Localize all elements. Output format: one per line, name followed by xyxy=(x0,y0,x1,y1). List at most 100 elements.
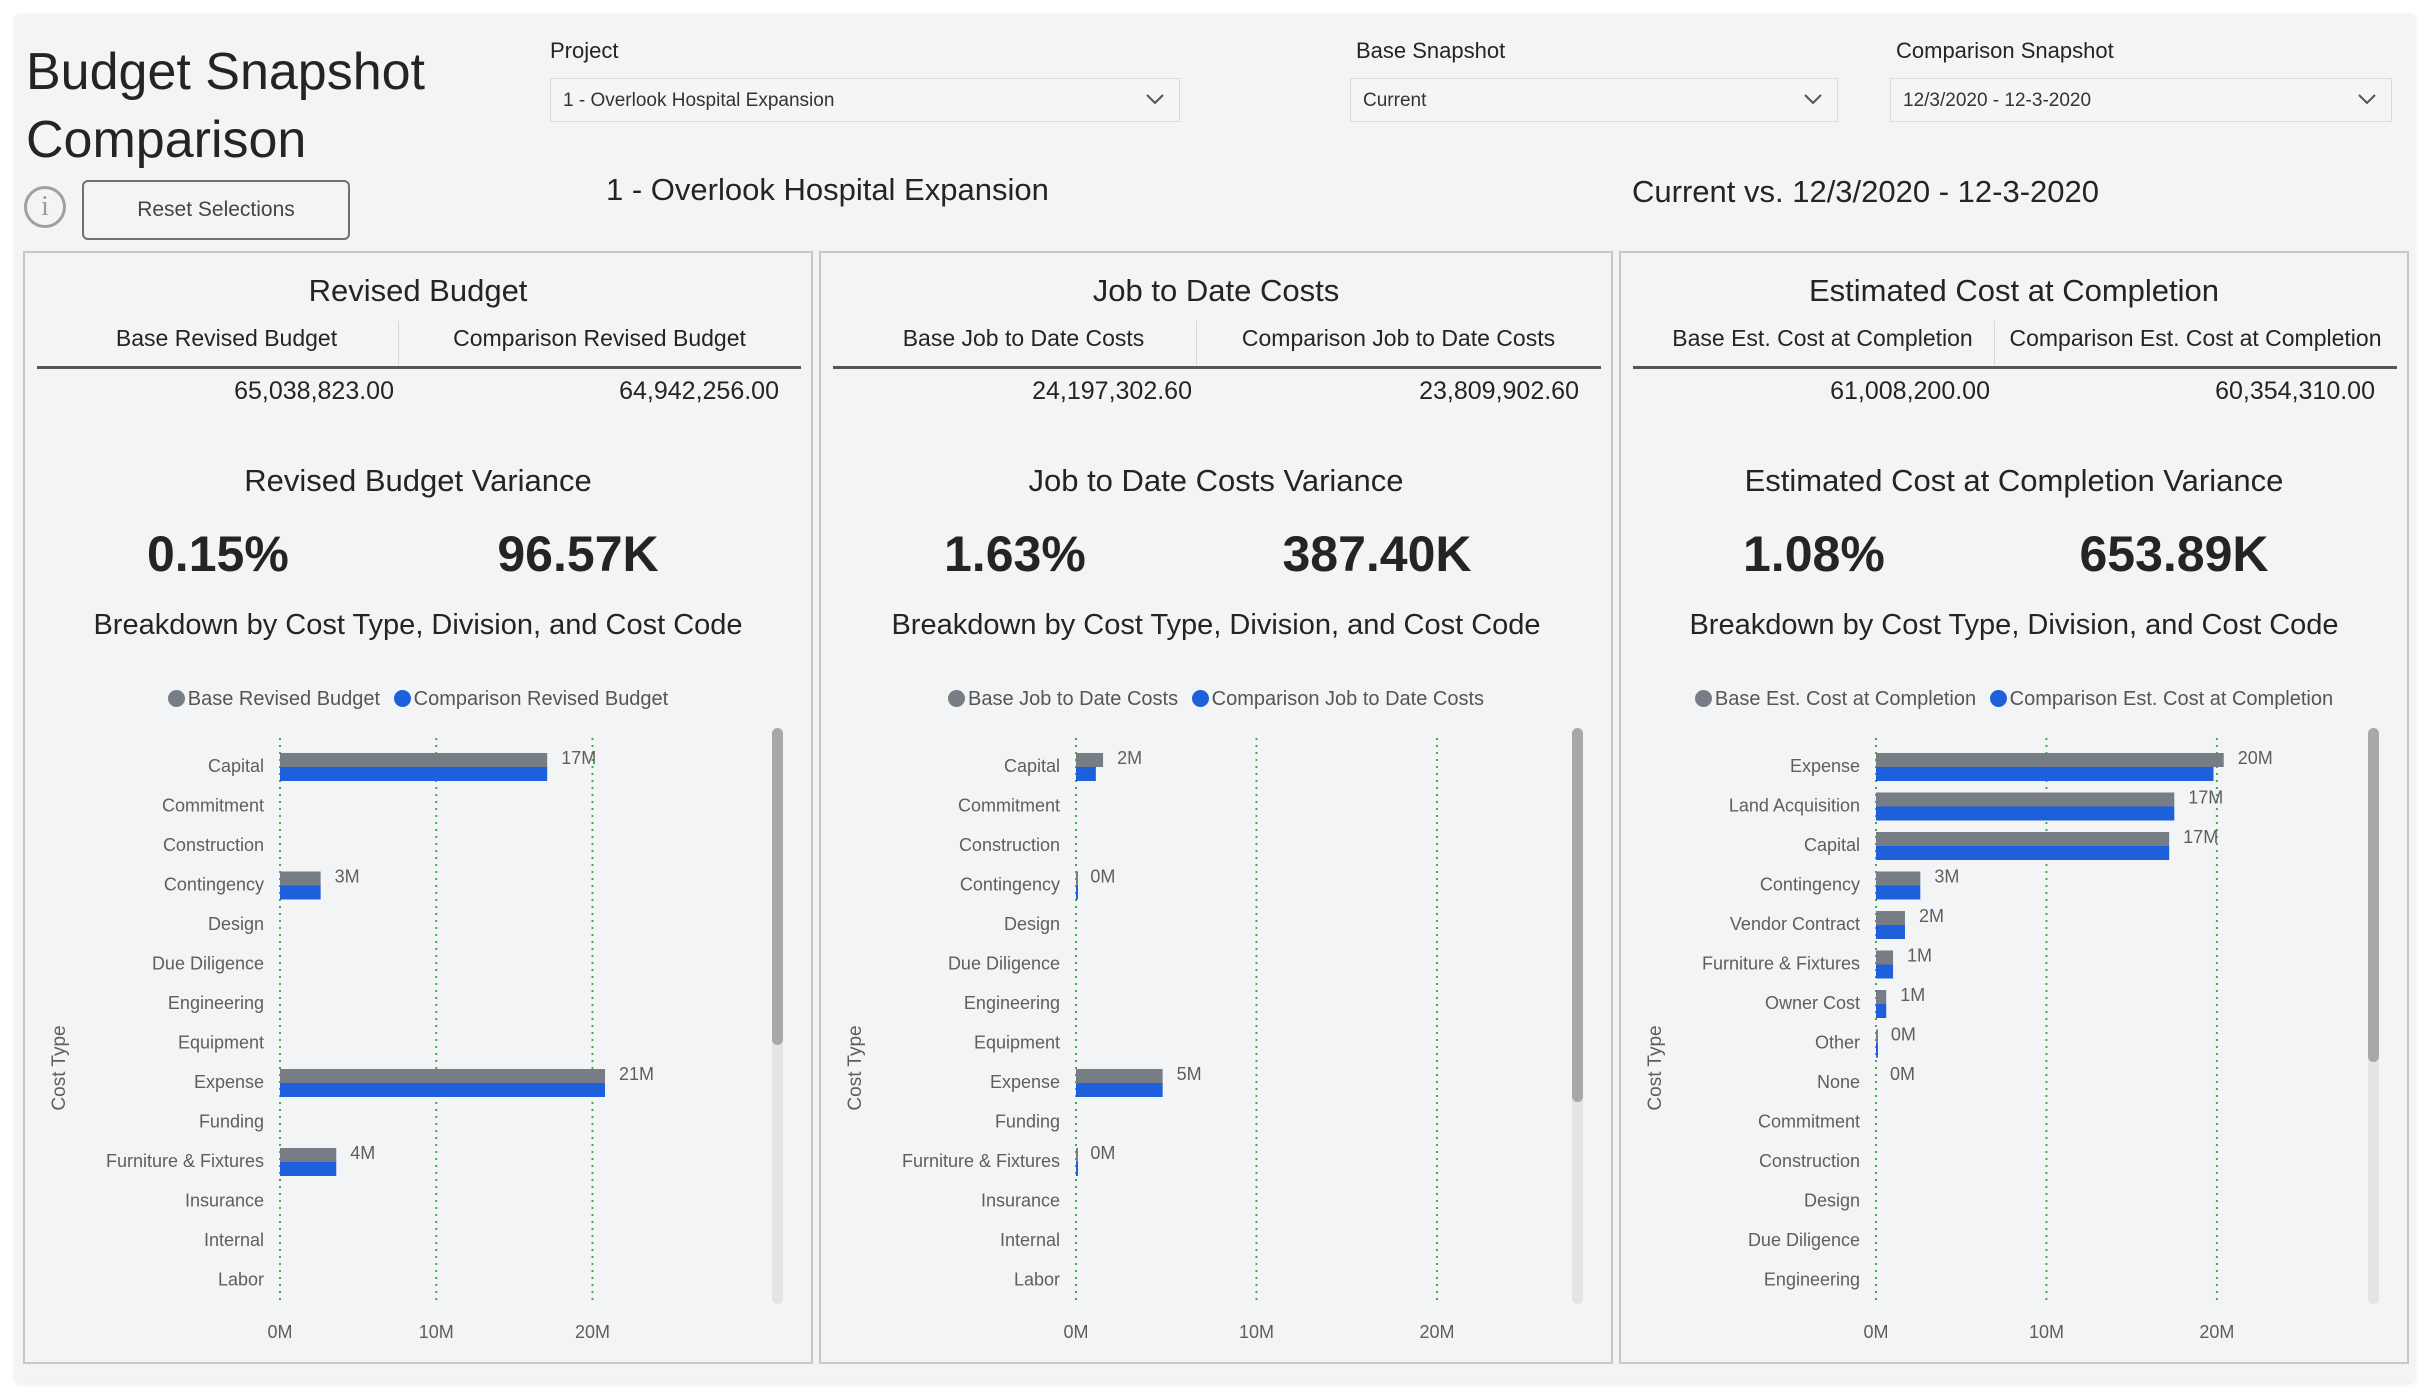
bar-base[interactable] xyxy=(1876,832,2170,846)
page-title-line2: Comparison xyxy=(26,111,307,169)
category-label: Expense xyxy=(990,1072,1060,1092)
bar-comparison[interactable] xyxy=(1876,964,1894,979)
variance-percent: 1.08% xyxy=(1743,526,1885,582)
bar-comparison[interactable] xyxy=(280,1083,605,1097)
legend-item-base[interactable]: Base Job to Date Costs xyxy=(947,688,1178,710)
bar-data-label: 17M xyxy=(2183,827,2218,847)
bar-data-label: 2M xyxy=(1117,748,1142,768)
bar-base[interactable] xyxy=(1076,1148,1078,1162)
breakdown-bar-chart: Cost Type 0M 10M 20M Capital 2M Commitment Cons… xyxy=(845,738,1454,1342)
reset-selections-button[interactable]: Reset Selections xyxy=(82,180,350,240)
y-axis-title: Cost Type xyxy=(845,1025,866,1110)
chart-scrollbar-thumb[interactable] xyxy=(2368,728,2379,1063)
legend-item-comparison[interactable]: Comparison Job to Date Costs xyxy=(1184,688,1484,710)
category-label: Contingency xyxy=(1760,875,1860,895)
bar-base[interactable] xyxy=(280,753,548,767)
bar-comparison[interactable] xyxy=(1876,846,2170,860)
bar-base[interactable] xyxy=(1076,871,1078,886)
bar-data-label: 0M xyxy=(1891,1025,1916,1045)
bar-base[interactable] xyxy=(1876,792,2175,807)
bar-data-label: 2M xyxy=(1919,906,1944,926)
bar-base[interactable] xyxy=(280,871,321,886)
snapshot-comparison-heading: Current vs. 12/3/2020 - 12-3-2020 xyxy=(1632,174,2099,209)
panel-title: Job to Date Costs xyxy=(1092,273,1340,308)
selected-project-heading: 1 - Overlook Hospital Expansion xyxy=(606,172,1049,207)
comparison-snapshot-dropdown[interactable]: 12/3/2020 - 12-3-2020 xyxy=(1890,78,2392,122)
x-tick-label: 10M xyxy=(2029,1322,2064,1342)
base-value: 61,008,200.00 xyxy=(1830,377,1990,405)
bar-base[interactable] xyxy=(1876,990,1887,1004)
bar-base[interactable] xyxy=(1076,1069,1163,1083)
bar-comparison[interactable] xyxy=(1876,806,2175,821)
variance-amount: 96.57K xyxy=(497,526,659,582)
bar-comparison[interactable] xyxy=(1876,885,1921,900)
bar-data-label: 17M xyxy=(2188,788,2223,808)
column-divider xyxy=(1196,321,1197,365)
legend-item-comparison[interactable]: Comparison Revised Budget xyxy=(386,688,669,710)
variance-title: Revised Budget Variance xyxy=(244,463,592,498)
bar-base[interactable] xyxy=(1076,753,1104,767)
category-label: Design xyxy=(1804,1191,1860,1211)
bar-base[interactable] xyxy=(1876,753,2224,767)
variance-title: Job to Date Costs Variance xyxy=(1028,463,1404,498)
page-title: Budget Snapshot Comparison xyxy=(26,38,425,174)
bar-data-label: 4M xyxy=(350,1143,375,1163)
info-icon[interactable]: i xyxy=(24,186,66,228)
category-label: Expense xyxy=(1790,756,1860,776)
category-label: Labor xyxy=(218,1270,264,1290)
category-label: Internal xyxy=(204,1230,264,1250)
chart-scrollbar-thumb[interactable] xyxy=(772,728,783,1045)
y-axis-title: Cost Type xyxy=(49,1025,70,1110)
legend-comparison-label: Comparison Job to Date Costs xyxy=(1211,688,1484,710)
category-label: Engineering xyxy=(964,993,1060,1013)
category-label: None xyxy=(1817,1072,1860,1092)
bar-data-label: 3M xyxy=(335,867,360,887)
bar-comparison[interactable] xyxy=(1876,767,2214,781)
bar-base[interactable] xyxy=(280,1148,337,1162)
legend-base-label: Base Revised Budget xyxy=(187,688,381,710)
bar-comparison[interactable] xyxy=(1076,1162,1078,1176)
variance-amount: 387.40K xyxy=(1282,526,1472,582)
bar-comparison[interactable] xyxy=(280,767,548,781)
chevron-down-icon xyxy=(1804,94,1822,105)
project-dropdown[interactable]: 1 - Overlook Hospital Expansion xyxy=(550,78,1180,122)
base-snapshot-dropdown[interactable]: Current xyxy=(1350,78,1838,122)
comparison-column-header: Comparison Job to Date Costs xyxy=(1241,325,1556,351)
bar-base[interactable] xyxy=(1876,950,1894,965)
legend-base-marker xyxy=(947,690,965,707)
bar-comparison[interactable] xyxy=(1876,1004,1887,1018)
base-snapshot-dropdown-value: Current xyxy=(1363,90,1427,111)
comparison-value: 23,809,902.60 xyxy=(1419,377,1579,405)
chart-scrollbar-thumb[interactable] xyxy=(1572,728,1583,1103)
legend-item-base[interactable]: Base Est. Cost at Completion xyxy=(1694,688,1976,710)
panel-title: Estimated Cost at Completion xyxy=(1808,273,2220,308)
category-label: Design xyxy=(1004,914,1060,934)
legend-comparison-label: Comparison Revised Budget xyxy=(413,688,669,710)
bar-base[interactable] xyxy=(280,1069,605,1083)
bar-comparison[interactable] xyxy=(1076,1083,1163,1097)
category-label: Funding xyxy=(199,1112,264,1132)
category-label: Engineering xyxy=(1764,1270,1860,1290)
bar-comparison[interactable] xyxy=(280,1162,337,1176)
legend-item-comparison[interactable]: Comparison Est. Cost at Completion xyxy=(1982,688,2333,710)
bar-base[interactable] xyxy=(1876,1029,1878,1044)
table-header-rule xyxy=(37,366,801,369)
bar-data-label: 0M xyxy=(1090,1143,1115,1163)
base-value: 24,197,302.60 xyxy=(1032,377,1192,405)
category-label: Funding xyxy=(995,1112,1060,1132)
bar-base[interactable] xyxy=(1876,911,1905,925)
legend-base-marker xyxy=(1694,690,1712,707)
x-tick-label: 20M xyxy=(1419,1322,1454,1342)
x-tick-label: 0M xyxy=(1863,1322,1888,1342)
bar-base[interactable] xyxy=(1876,871,1921,886)
base-value: 65,038,823.00 xyxy=(234,377,394,405)
bar-comparison[interactable] xyxy=(280,885,321,900)
bar-comparison[interactable] xyxy=(1876,925,1905,939)
page-title-line1: Budget Snapshot xyxy=(26,43,425,101)
bar-comparison[interactable] xyxy=(1876,1043,1878,1058)
category-label: Construction xyxy=(959,835,1060,855)
bar-comparison[interactable] xyxy=(1076,767,1096,781)
legend-item-base[interactable]: Base Revised Budget xyxy=(167,688,381,710)
bar-data-label: 17M xyxy=(561,748,596,768)
bar-comparison[interactable] xyxy=(1076,885,1078,900)
